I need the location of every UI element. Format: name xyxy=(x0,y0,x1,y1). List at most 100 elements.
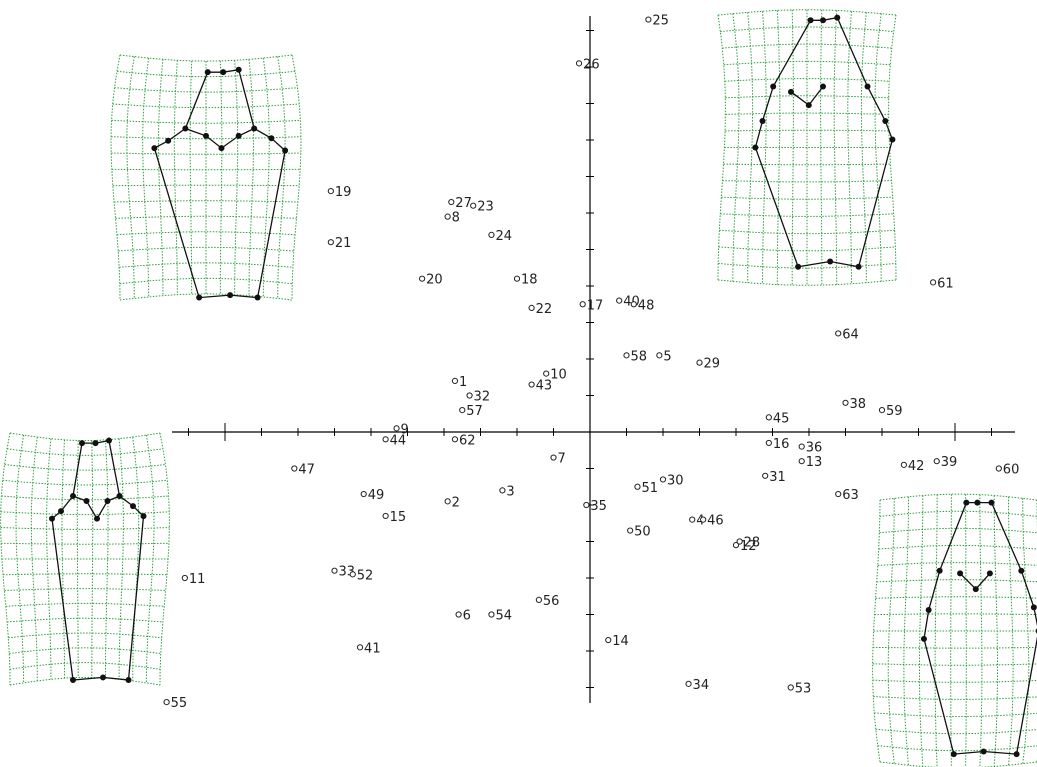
point-marker xyxy=(835,490,842,498)
data-point: 9 xyxy=(393,422,409,437)
grid-line xyxy=(2,479,168,486)
data-point: 15 xyxy=(382,510,406,525)
landmark-dot xyxy=(807,17,814,24)
point-label: 18 xyxy=(521,273,538,288)
grid-line xyxy=(0,432,11,686)
grid-line xyxy=(126,56,135,299)
data-point: 44 xyxy=(382,433,406,448)
grid-line xyxy=(0,511,170,516)
data-point: 53 xyxy=(787,682,812,697)
point-marker xyxy=(656,352,663,359)
point-label: 48 xyxy=(638,298,655,313)
point-label: 1 xyxy=(459,375,467,390)
point-marker xyxy=(878,407,886,414)
point-marker xyxy=(765,414,772,421)
shape-outline xyxy=(754,16,894,268)
point-label: 3 xyxy=(506,484,514,499)
grid-line xyxy=(879,761,1037,767)
grid-line xyxy=(718,246,896,252)
data-point: 5 xyxy=(656,349,672,364)
data-point: 48 xyxy=(630,298,655,313)
point-label: 58 xyxy=(631,349,648,364)
point-marker xyxy=(689,516,696,523)
point-label: 29 xyxy=(704,357,721,372)
grid-line xyxy=(277,56,286,299)
data-point: 62 xyxy=(451,433,475,448)
landmark-dot xyxy=(795,263,802,270)
data-point: 12 xyxy=(732,539,757,554)
grid-line xyxy=(872,646,1037,649)
point-label: 24 xyxy=(495,229,512,244)
point-label: 39 xyxy=(941,455,958,470)
point-label: 53 xyxy=(795,682,812,697)
grid-line xyxy=(877,745,1037,752)
grid-line xyxy=(219,60,223,295)
point-label: 10 xyxy=(550,368,567,383)
landmark-dot xyxy=(125,676,132,683)
point-label: 11 xyxy=(189,572,206,587)
point-label: 6 xyxy=(463,609,471,624)
grid-line xyxy=(173,60,178,295)
inset-top-left xyxy=(110,54,302,301)
point-marker xyxy=(163,699,170,706)
data-point: 54 xyxy=(488,609,512,624)
point-marker xyxy=(470,202,477,209)
grid-line xyxy=(720,26,894,33)
data-point: 4 xyxy=(689,514,704,529)
data-point: 20 xyxy=(419,273,443,288)
grid-line xyxy=(8,632,162,639)
point-marker xyxy=(466,392,473,399)
data-point: 60 xyxy=(995,463,1020,478)
grid-line xyxy=(791,9,794,286)
point-label: 61 xyxy=(937,276,954,291)
point-label: 51 xyxy=(641,481,658,496)
point-marker xyxy=(419,275,426,282)
grid-line xyxy=(720,213,894,217)
point-marker xyxy=(765,439,772,447)
data-points: 1234567891011121314151617181920212223242… xyxy=(163,14,1020,711)
point-marker xyxy=(798,458,805,465)
landmark-dot xyxy=(70,493,76,499)
grid-line xyxy=(876,579,1037,583)
grid-line xyxy=(2,573,168,576)
data-point: 63 xyxy=(835,488,859,503)
point-marker xyxy=(634,483,641,490)
point-marker xyxy=(382,436,389,443)
point-marker xyxy=(933,458,940,465)
grid-line xyxy=(725,95,889,99)
landmark-dot xyxy=(950,751,957,758)
data-point: 18 xyxy=(513,273,538,288)
data-point: 2 xyxy=(444,495,460,510)
point-label: 34 xyxy=(693,678,710,693)
grid-line xyxy=(725,112,889,115)
point-marker xyxy=(583,501,590,509)
grid-line xyxy=(7,617,163,623)
landmark-dot xyxy=(218,145,225,152)
landmark-dot xyxy=(116,493,123,499)
data-point: 59 xyxy=(878,404,903,419)
grid-line xyxy=(833,10,838,285)
landmark-dot xyxy=(204,69,211,76)
point-label: 60 xyxy=(1003,463,1020,478)
data-point: 19 xyxy=(327,185,351,200)
landmark-dot xyxy=(759,118,766,124)
point-marker xyxy=(732,542,740,549)
grid-line xyxy=(119,54,293,62)
landmark-dot xyxy=(282,147,289,154)
landmark-dot xyxy=(986,570,993,577)
point-marker xyxy=(550,454,557,461)
grid-line xyxy=(879,493,1037,501)
point-marker xyxy=(627,527,634,534)
landmark-dot xyxy=(94,515,100,522)
grid-line xyxy=(872,663,1037,666)
point-marker xyxy=(930,279,937,286)
landmark-dot xyxy=(820,17,827,24)
grid-line xyxy=(717,14,726,281)
point-marker xyxy=(488,611,495,618)
point-label: 49 xyxy=(368,488,385,503)
data-point: 49 xyxy=(360,488,385,503)
point-marker xyxy=(451,377,459,384)
data-point: 41 xyxy=(356,641,381,656)
point-label: 31 xyxy=(769,470,786,485)
data-point: 11 xyxy=(181,572,206,587)
